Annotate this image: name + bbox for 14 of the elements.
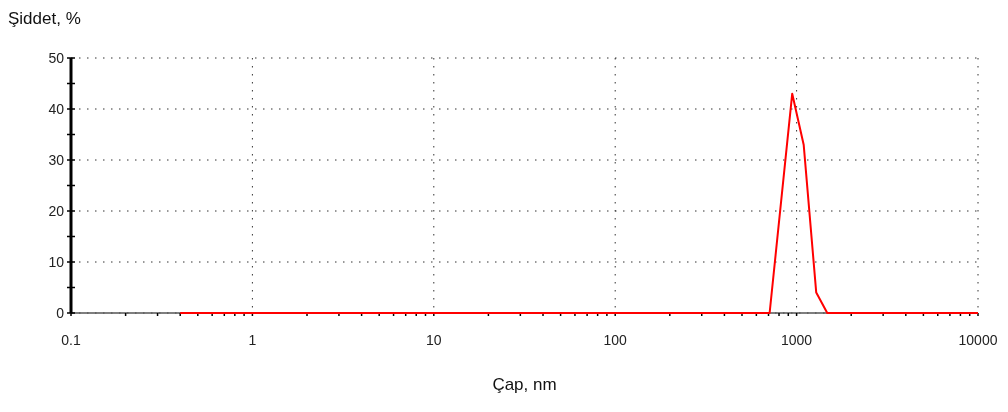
x-tick-label: 10 [426,332,442,348]
y-tick-label: 10 [48,254,65,270]
y-tick-label: 40 [48,101,65,117]
y-tick-label: 20 [48,203,65,219]
x-tick-label: 0.1 [61,332,81,348]
y-tick-label: 0 [56,305,65,321]
x-tick-label: 1000 [781,332,813,348]
x-axis-title: Çap, nm [492,375,557,394]
y-tick-label: 30 [48,152,65,168]
x-tick-label: 10000 [958,332,998,348]
x-tick-label: 100 [603,332,628,348]
x-tick-label: 1 [248,332,257,348]
y-tick-label: 50 [48,50,65,66]
y-axis-title: Şiddet, % [8,9,81,28]
